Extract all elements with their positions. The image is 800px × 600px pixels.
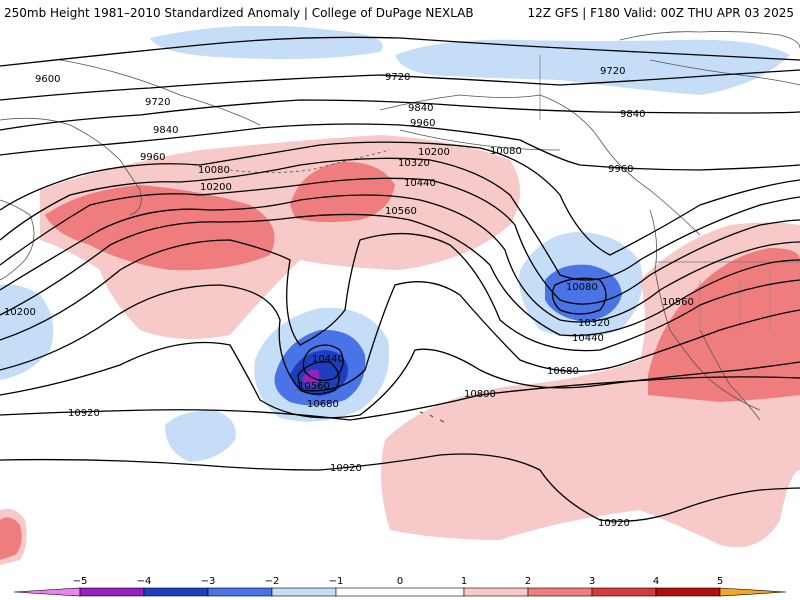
contour-label-9600: 9600 xyxy=(35,74,60,85)
contour-label-10080-low: 10080 xyxy=(566,282,598,293)
contour-label-10800: 10800 xyxy=(464,389,496,400)
colorbar-swatch-m3 xyxy=(143,587,209,597)
colorbar-swatch-p1 xyxy=(463,587,529,597)
contour-label-10920-w: 10920 xyxy=(68,408,100,419)
negative-anomaly-area-bering xyxy=(395,39,790,95)
colorbar-tick-m5: −5 xyxy=(73,576,88,587)
anomaly-shading xyxy=(0,26,800,565)
contour-label-10320-low: 10320 xyxy=(578,318,610,329)
contour-label-10560-c: 10560 xyxy=(385,206,417,217)
contour-label-10440-cut: 10440 xyxy=(312,354,344,365)
colorbar-tick-p5: 5 xyxy=(717,576,723,587)
colorbar-tick-0: 0 xyxy=(397,576,403,587)
contour-label-10560-e: 10560 xyxy=(662,297,694,308)
colorbar-tick-p2: 2 xyxy=(525,576,531,587)
contour-label-10920-c: 10920 xyxy=(330,463,362,474)
colorbar-tick-p1: 1 xyxy=(461,576,467,587)
colorbar-tick-m3: −3 xyxy=(201,576,216,587)
colorbar-swatch-p2 xyxy=(527,587,593,597)
colorbar-swatch-m2 xyxy=(207,587,273,597)
contour-label-10200-w: 10200 xyxy=(200,182,232,193)
contour-label-10560-cut: 10560 xyxy=(298,381,330,392)
contour-label-9960-c: 9960 xyxy=(410,118,435,129)
height-contours xyxy=(0,36,800,522)
colorbar-swatch-p5 xyxy=(719,587,787,597)
colorbar-tick-m2: −2 xyxy=(265,576,280,587)
colorbar-ticks: −5 −4 −3 −2 −1 0 1 2 3 4 5 xyxy=(73,576,724,587)
map-header: 250mb Height 1981–2010 Standardized Anom… xyxy=(0,0,800,26)
contour-label-10080-c: 10080 xyxy=(490,146,522,157)
positive-anomaly-core-central xyxy=(290,161,395,223)
contour-label-9960-w: 9960 xyxy=(140,152,165,163)
colorbar-tick-m4: −4 xyxy=(137,576,152,587)
contour-label-10080-w: 10080 xyxy=(198,165,230,176)
contour-label-10440-low: 10440 xyxy=(572,333,604,344)
contour-label-10200-far-w: 10200 xyxy=(4,307,36,318)
positive-anomaly-core-far-west xyxy=(0,517,22,560)
colorbar-swatch-p3 xyxy=(591,587,657,597)
colorbar-swatch-p4 xyxy=(655,587,721,597)
contour-labels: 9600 9720 9720 9720 9840 9840 9840 9960 … xyxy=(4,66,694,529)
negative-anomaly-core-eastern-low xyxy=(545,264,622,322)
contour-label-10920-e: 10920 xyxy=(598,518,630,529)
map-title: 250mb Height 1981–2010 Standardized Anom… xyxy=(4,6,474,20)
map-panel: 9600 9720 9720 9720 9840 9840 9840 9960 … xyxy=(0,26,800,574)
positive-anomaly-area-north-pacific xyxy=(40,135,520,339)
colorbar-swatch-zero xyxy=(335,587,465,597)
colorbar-swatches xyxy=(13,587,787,597)
contour-label-9840-c: 9840 xyxy=(408,103,433,114)
contour-label-10440-c: 10440 xyxy=(404,178,436,189)
contour-label-9720-e: 9720 xyxy=(600,66,625,77)
contour-label-9840-e: 9840 xyxy=(620,109,645,120)
colorbar-tick-m1: −1 xyxy=(329,576,344,587)
negative-anomaly-area-small xyxy=(165,410,236,462)
contour-label-10680-e: 10680 xyxy=(547,366,579,377)
contour-label-10320-c: 10320 xyxy=(398,158,430,169)
colorbar-swatch-m1 xyxy=(271,587,337,597)
colorbar-tick-p3: 3 xyxy=(589,576,595,587)
colorbar-swatch-m4 xyxy=(79,587,145,597)
contour-label-9840-w: 9840 xyxy=(153,125,178,136)
contour-label-9960-e: 9960 xyxy=(608,164,633,175)
negative-anomaly-area-arctic xyxy=(150,26,383,60)
contour-label-10680-cut: 10680 xyxy=(307,399,339,410)
contour-label-9720-c: 9720 xyxy=(385,72,410,83)
anomaly-colorbar: −5 −4 −3 −2 −1 0 1 2 3 4 5 xyxy=(0,574,800,600)
colorbar-tick-p4: 4 xyxy=(653,576,659,587)
contour-label-9720-w: 9720 xyxy=(145,97,170,108)
model-run-info: 12Z GFS | F180 Valid: 00Z THU APR 03 202… xyxy=(527,6,794,20)
contour-label-10200-c: 10200 xyxy=(418,147,450,158)
